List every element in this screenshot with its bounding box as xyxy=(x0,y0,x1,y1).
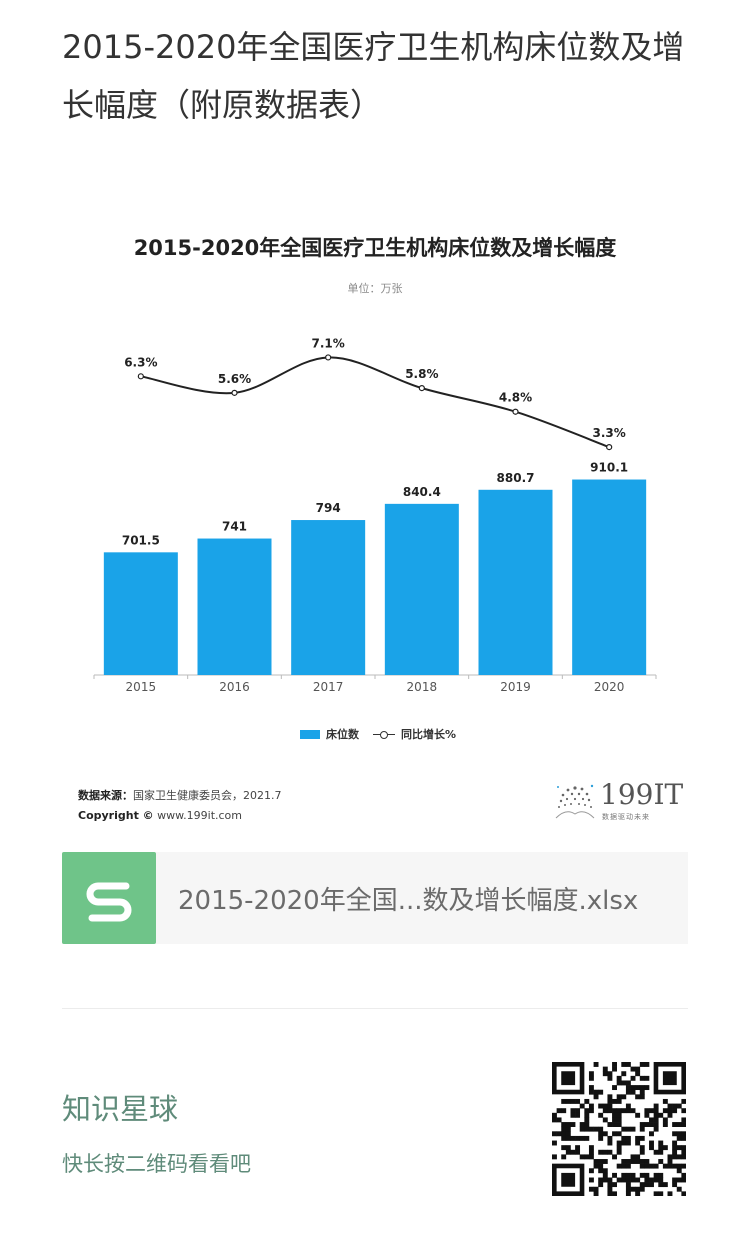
growth-label-2018: 5.8% xyxy=(405,367,438,381)
spreadsheet-s-icon xyxy=(62,852,156,944)
source-label: 数据来源： xyxy=(78,789,133,802)
legend-line-swatch xyxy=(373,730,395,739)
bar-label-2018: 840.4 xyxy=(403,485,441,499)
x-tick-label-2019: 2019 xyxy=(500,680,531,694)
growth-label-2016: 5.6% xyxy=(218,372,251,386)
chart-legend: 床位数 同比增长% xyxy=(300,726,456,742)
growth-point-2020 xyxy=(606,444,613,451)
copyright-text: www.199it.com xyxy=(157,809,243,822)
copyright-label: Copyright © xyxy=(78,809,154,822)
growth-point-2017 xyxy=(325,354,332,361)
growth-line xyxy=(140,356,610,449)
x-tick-label-2016: 2016 xyxy=(219,680,250,694)
logo-subtitle: 数据驱动未来 xyxy=(602,813,650,821)
promo-title: 知识星球 xyxy=(62,1092,179,1126)
qr-code-icon[interactable] xyxy=(552,1062,686,1196)
file-name: 2015-2020年全国...数及增长幅度.xlsx xyxy=(178,886,639,916)
growth-label-2020: 3.3% xyxy=(593,426,626,440)
growth-label-2019: 4.8% xyxy=(499,391,532,405)
growth-point-2018 xyxy=(418,385,425,392)
bar-2018 xyxy=(384,503,459,675)
bar-label-2017: 794 xyxy=(316,501,341,515)
bar-2020 xyxy=(572,479,647,675)
brand-logo: 199IT 数据驱动未来 xyxy=(552,778,684,824)
bar-2017 xyxy=(291,520,366,675)
chart-title: 2015-2020年全国医疗卫生机构床位数及增长幅度 xyxy=(133,236,617,260)
chart-unit: 单位：万张 xyxy=(347,282,403,295)
file-attachment-card[interactable]: 2015-2020年全国...数及增长幅度.xlsx xyxy=(62,852,688,944)
x-tick-label-2015: 2015 xyxy=(126,680,157,694)
source-text: 国家卫生健康委员会，2021.7 xyxy=(133,789,282,802)
growth-point-2015 xyxy=(137,373,144,380)
bar-label-2020: 910.1 xyxy=(590,461,628,475)
chart-canvas: 701.5 2015 741 2016 794 2017 840.4 2018 880.7 201… xyxy=(93,336,657,694)
x-tick-label-2017: 2017 xyxy=(313,680,344,694)
divider xyxy=(62,1008,688,1009)
legend-line-label: 同比增长% xyxy=(401,728,457,741)
bar-2015 xyxy=(103,552,178,675)
bar-label-2019: 880.7 xyxy=(497,471,535,485)
growth-point-2019 xyxy=(512,408,519,415)
x-tick-label-2020: 2020 xyxy=(594,680,625,694)
legend-bar-swatch xyxy=(300,729,320,739)
bar-label-2016: 741 xyxy=(222,520,247,534)
dandelion-icon xyxy=(555,784,595,819)
bar-label-2015: 701.5 xyxy=(122,533,160,547)
logo-text: 199IT xyxy=(600,778,684,811)
x-tick-label-2018: 2018 xyxy=(407,680,438,694)
promo-subtitle: 快长按二维码看看吧 xyxy=(62,1152,251,1176)
page-title: 2015-2020年全国医疗卫生机构床位数及增长幅度（附原数据表） xyxy=(62,28,685,124)
growth-point-2016 xyxy=(231,389,238,396)
bar-2019 xyxy=(478,489,553,675)
legend-bar-label: 床位数 xyxy=(326,728,359,741)
chart-source: 数据来源：国家卫生健康委员会，2021.7 Copyright © www.19… xyxy=(78,786,282,826)
bar-2016 xyxy=(197,538,272,675)
growth-label-2015: 6.3% xyxy=(124,355,157,369)
growth-label-2017: 7.1% xyxy=(312,336,345,350)
